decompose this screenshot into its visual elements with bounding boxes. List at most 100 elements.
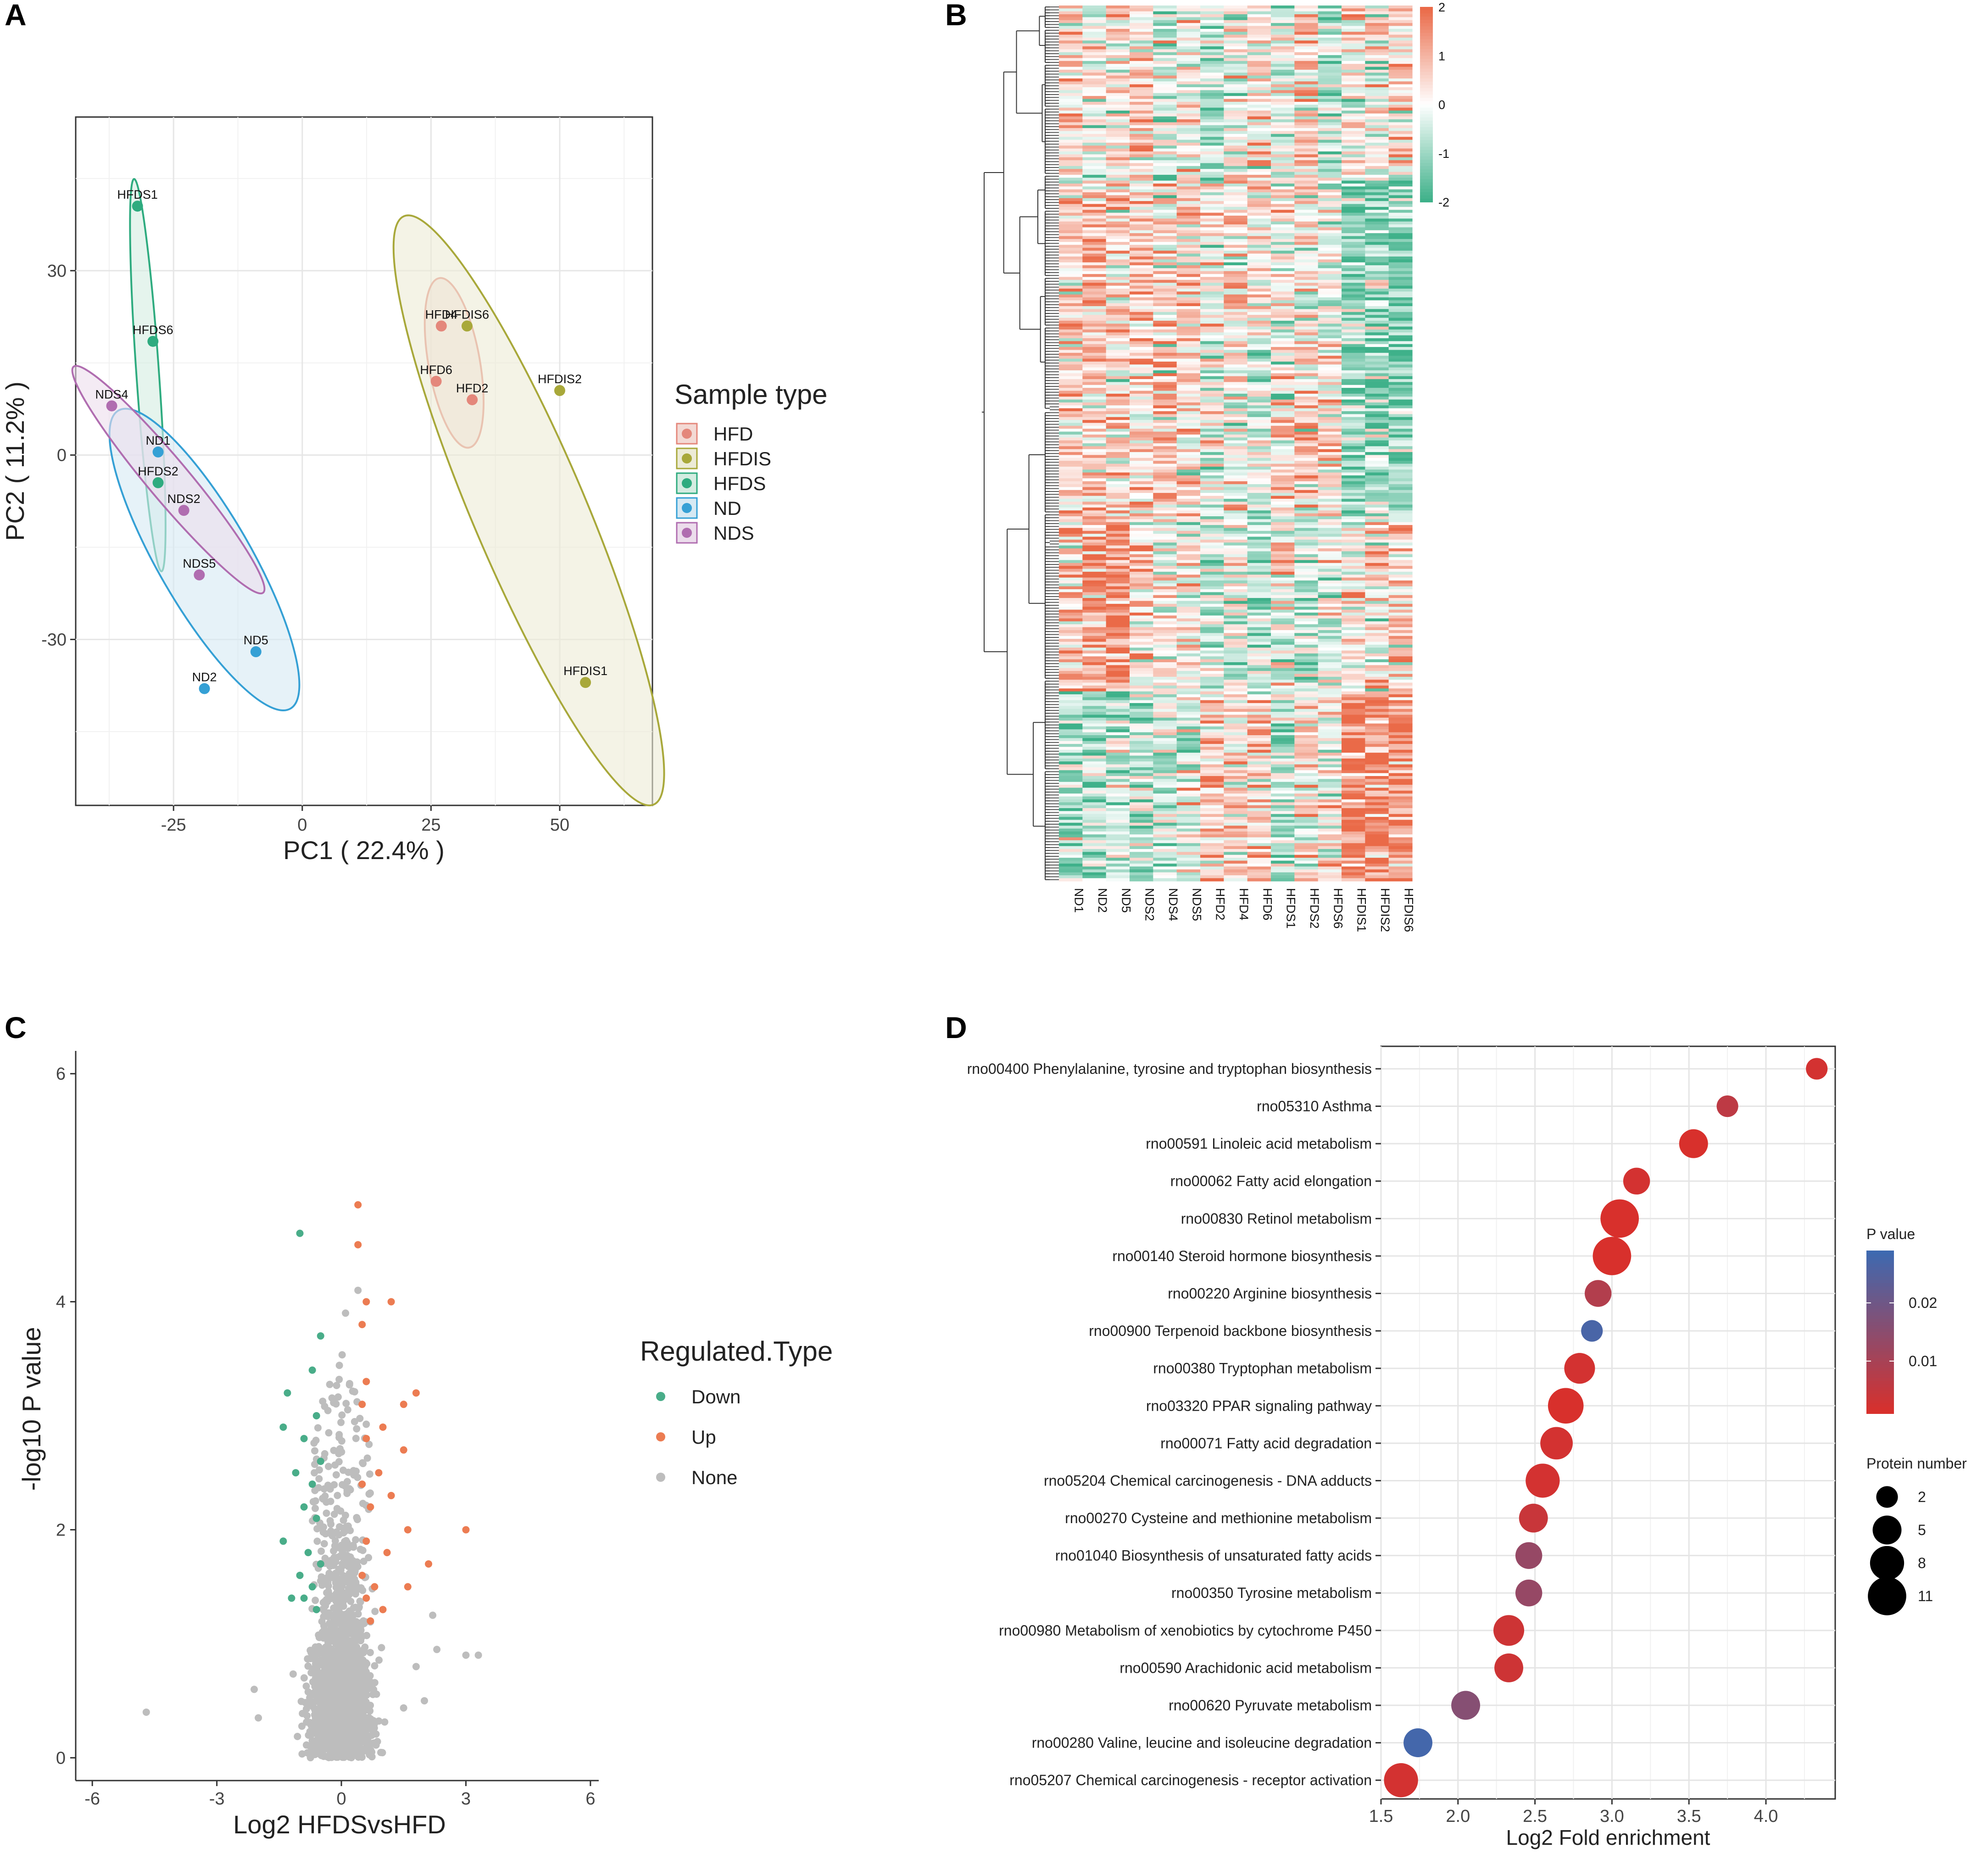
- heatmap-cell: [1176, 338, 1201, 341]
- heatmap-cell: [1318, 61, 1342, 64]
- heatmap-cell: [1365, 204, 1389, 207]
- heatmap-cell: [1271, 680, 1295, 683]
- heatmap-cell: [1318, 531, 1342, 534]
- heatmap-cell: [1106, 709, 1130, 712]
- heatmap-cell: [1153, 189, 1177, 193]
- heatmap-cell: [1106, 650, 1130, 654]
- heatmap-cell: [1059, 717, 1083, 721]
- heatmap-cell: [1059, 609, 1083, 613]
- heatmap-cell: [1200, 662, 1224, 665]
- heatmap-cell: [1294, 148, 1319, 152]
- heatmap-cell: [1106, 131, 1130, 134]
- heatmap-cell: [1318, 253, 1342, 257]
- heatmap-cell: [1082, 221, 1107, 225]
- heatmap-cell: [1059, 373, 1083, 377]
- heatmap-cell: [1365, 607, 1389, 610]
- heatmap-cell: [1176, 650, 1201, 654]
- heatmap-cell: [1176, 131, 1201, 134]
- heatmap-cell: [1224, 507, 1248, 511]
- heatmap-cell: [1153, 417, 1177, 420]
- pca-plot: HFD4HFD6HFD2HFDIS6HFDIS2HFDIS1HFDS1HFDS6…: [0, 116, 828, 865]
- heatmap-cell: [1318, 443, 1342, 447]
- heatmap-cell: [1247, 609, 1271, 613]
- heatmap-cell: [1082, 116, 1107, 120]
- heatmap-cell: [1106, 680, 1130, 683]
- heatmap-cell: [1318, 507, 1342, 511]
- heatmap-cell: [1176, 484, 1201, 487]
- heatmap-cell: [1082, 577, 1107, 581]
- heatmap-cell: [1224, 75, 1248, 79]
- heatmap-cell: [1153, 274, 1177, 278]
- heatmap-cell: [1365, 420, 1389, 424]
- heatmap-cell: [1365, 350, 1389, 353]
- heatmap-cell: [1200, 455, 1224, 458]
- heatmap-cell: [1176, 174, 1201, 178]
- heatmap-cell: [1318, 128, 1342, 132]
- heatmap-cell: [1247, 484, 1271, 487]
- heatmap-cell: [1294, 116, 1319, 120]
- heatmap-cell: [1388, 700, 1413, 704]
- heatmap-cell: [1365, 414, 1389, 418]
- heatmap-cell: [1247, 116, 1271, 120]
- heatmap-cell: [1153, 668, 1177, 671]
- heatmap-cell: [1176, 341, 1201, 345]
- heatmap-cell: [1365, 84, 1389, 88]
- heatmap-cell: [1294, 484, 1319, 487]
- heatmap-cell: [1082, 487, 1107, 491]
- heatmap-cell: [1388, 458, 1413, 461]
- pca-point-label: ND2: [192, 670, 217, 684]
- heatmap-cell: [1318, 356, 1342, 359]
- heatmap-cell: [1224, 137, 1248, 140]
- heatmap-cell: [1365, 128, 1389, 132]
- heatmap-cell: [1106, 688, 1130, 692]
- heatmap-cell: [1342, 706, 1365, 709]
- heatmap-cell: [1153, 210, 1177, 213]
- heatmap-cell: [1106, 697, 1130, 701]
- heatmap-cell: [1130, 502, 1153, 505]
- pca-point: [430, 375, 442, 387]
- heatmap-cell: [1200, 469, 1224, 473]
- heatmap-cell: [1130, 449, 1153, 452]
- heatmap-cell: [1388, 303, 1413, 307]
- heatmap-cell: [1153, 160, 1177, 164]
- heatmap-cell: [1224, 242, 1248, 246]
- pca-point-label: HFDIS6: [445, 307, 489, 321]
- heatmap-cell: [1153, 87, 1177, 91]
- heatmap-cell: [1294, 329, 1319, 333]
- heatmap-cell: [1388, 624, 1413, 628]
- heatmap-cell: [1342, 169, 1365, 173]
- heatmap-cell: [1388, 676, 1413, 680]
- heatmap-cell: [1130, 525, 1153, 529]
- heatmap-cell: [1130, 344, 1153, 347]
- heatmap-cell: [1342, 633, 1365, 637]
- heatmap-cell: [1059, 198, 1083, 201]
- heatmap-cell: [1106, 101, 1130, 105]
- heatmap-cell: [1176, 17, 1201, 21]
- heatmap-cell: [1130, 621, 1153, 625]
- heatmap-cell: [1388, 201, 1413, 205]
- heatmap-cell: [1106, 603, 1130, 607]
- heatmap-cell: [1342, 449, 1365, 452]
- heatmap-cell: [1153, 717, 1177, 721]
- heatmap-cell: [1059, 262, 1083, 266]
- heatmap-cell: [1059, 332, 1083, 336]
- heatmap-cell: [1106, 324, 1130, 327]
- heatmap-cell: [1059, 142, 1083, 146]
- heatmap-cell: [1059, 680, 1083, 683]
- heatmap-cell: [1153, 504, 1177, 508]
- heatmap-cell: [1153, 496, 1177, 499]
- heatmap-cell: [1271, 525, 1295, 529]
- heatmap-cell: [1294, 668, 1319, 671]
- heatmap-cell: [1294, 536, 1319, 540]
- heatmap-cell: [1388, 251, 1413, 254]
- heatmap-cell: [1271, 519, 1295, 523]
- heatmap-cell: [1271, 239, 1295, 242]
- heatmap-cell: [1130, 247, 1153, 251]
- heatmap-cell: [1224, 621, 1248, 625]
- heatmap-cell: [1224, 192, 1248, 195]
- heatmap-cell: [1106, 283, 1130, 286]
- heatmap-cell: [1082, 583, 1107, 587]
- heatmap-cell: [1176, 335, 1201, 339]
- heatmap-cell: [1130, 443, 1153, 447]
- heatmap-cell: [1200, 452, 1224, 456]
